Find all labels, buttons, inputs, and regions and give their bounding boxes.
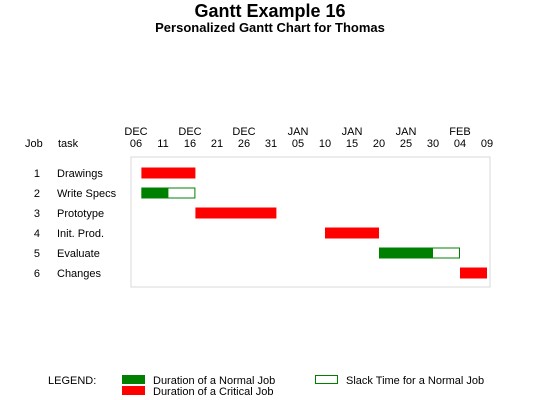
task-column-header: task xyxy=(58,138,79,150)
legend-slack-label: Slack Time for a Normal Job xyxy=(346,375,484,387)
chart-title: Gantt Example 16 xyxy=(194,1,346,21)
task-name: Prototype xyxy=(57,208,104,220)
job-number: 6 xyxy=(34,268,40,280)
task-name: Write Specs xyxy=(57,188,117,200)
task-name: Drawings xyxy=(57,168,103,180)
job-column-header: Job xyxy=(25,138,43,150)
legend-slack-swatch xyxy=(315,375,338,384)
axis-day-label: 15 xyxy=(346,138,358,150)
legend-title: LEGEND: xyxy=(48,375,96,387)
legend: LEGEND: Duration of a Normal Job Slack T… xyxy=(48,375,484,398)
task-name: Evaluate xyxy=(57,248,100,260)
axis-month-label: JAN xyxy=(396,126,417,138)
job-number: 4 xyxy=(34,228,40,240)
axis-month-label: JAN xyxy=(288,126,309,138)
axis-month-label: DEC xyxy=(178,126,201,138)
axis-month-label: DEC xyxy=(232,126,255,138)
critical-duration-bar xyxy=(460,267,487,279)
normal-duration-bar xyxy=(141,187,169,199)
axis-day-label: 06 xyxy=(130,138,142,150)
task-name: Changes xyxy=(57,268,102,280)
axis-day-label: 10 xyxy=(319,138,331,150)
task-rows: 1 Drawings 2 Write Specs 3 Prototype 4 Init. Pr… xyxy=(34,168,117,280)
job-number: 2 xyxy=(34,188,40,200)
normal-duration-bar xyxy=(379,247,433,259)
critical-duration-bar xyxy=(141,167,196,179)
task-bars xyxy=(141,167,487,279)
task-name: Init. Prod. xyxy=(57,228,104,240)
critical-duration-bar xyxy=(325,227,379,239)
legend-critical-label: Duration of a Critical Job xyxy=(153,386,273,398)
legend-normal-label: Duration of a Normal Job xyxy=(153,375,275,387)
chart-subtitle: Personalized Gantt Chart for Thomas xyxy=(155,20,385,35)
axis-day-label: 30 xyxy=(427,138,439,150)
axis-day-label: 20 xyxy=(373,138,385,150)
axis-day-label: 25 xyxy=(400,138,412,150)
axis-month-label: DEC xyxy=(124,126,147,138)
legend-normal-swatch xyxy=(122,375,145,384)
axis-day-label: 09 xyxy=(481,138,493,150)
job-number: 5 xyxy=(34,248,40,260)
axis-day-label: 26 xyxy=(238,138,250,150)
critical-duration-bar xyxy=(195,207,277,219)
axis-day-label: 21 xyxy=(211,138,223,150)
axis-month-label: JAN xyxy=(342,126,363,138)
axis-day-label: 11 xyxy=(157,138,168,150)
axis-day-label: 16 xyxy=(184,138,196,150)
legend-critical-swatch xyxy=(122,386,145,395)
axis-month-label: FEB xyxy=(449,126,470,138)
axis-day-label: 31 xyxy=(265,138,277,150)
plot-frame xyxy=(130,156,491,288)
axis-day-label: 05 xyxy=(292,138,304,150)
axis-day-label: 04 xyxy=(454,138,466,150)
job-number: 1 xyxy=(34,168,40,180)
job-number: 3 xyxy=(34,208,40,220)
